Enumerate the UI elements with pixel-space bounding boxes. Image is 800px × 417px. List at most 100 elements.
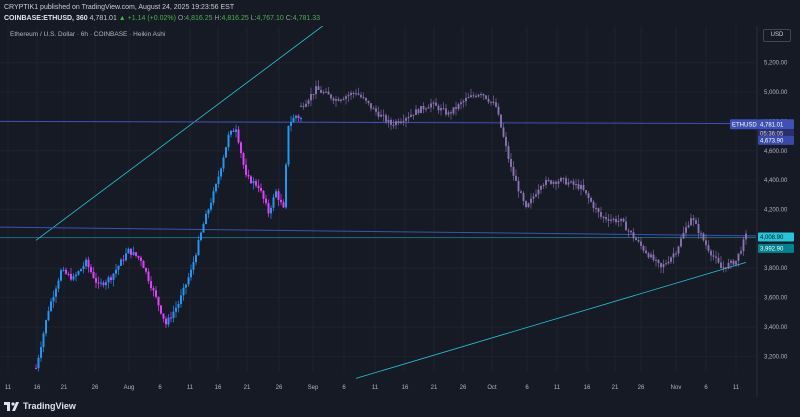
candle-body <box>85 259 87 267</box>
projection-candle <box>637 240 640 242</box>
time-tick-label: 6 <box>158 385 162 391</box>
time-axis[interactable]: 11 16 21 26 Aug 6 11 16 21 26 Sep 6 11 16 21 26 Oct 6 11 16… <box>5 385 740 391</box>
projection-candle <box>697 223 700 234</box>
projection-candle <box>422 106 425 110</box>
candle-body <box>257 185 260 189</box>
projection-candle <box>600 212 602 217</box>
projection-candle <box>580 184 582 189</box>
last-price: 4,781.01 <box>89 15 117 22</box>
projection-candle <box>585 190 587 194</box>
projection-candle <box>465 97 467 102</box>
projection-candle <box>322 92 325 94</box>
projection-candle <box>375 108 377 112</box>
projection-candle <box>692 218 695 221</box>
low-label: L: <box>250 15 257 22</box>
candle-body <box>42 333 45 348</box>
projection-candle <box>652 254 655 261</box>
candle-body <box>285 164 287 208</box>
projection-candle <box>470 95 472 98</box>
candle-body <box>87 259 90 268</box>
ethusd-lower-tag-bg <box>758 135 794 145</box>
candle-body <box>52 296 55 302</box>
candle-body <box>145 268 147 272</box>
trendlines[interactable] <box>35 26 747 379</box>
projection-candle <box>347 95 350 97</box>
projection-candle <box>480 94 482 96</box>
time-tick-label: 21 <box>431 385 438 391</box>
candle-body <box>300 118 302 120</box>
projection-candle <box>340 99 342 101</box>
candle-body <box>207 209 210 214</box>
candle-body <box>150 281 152 289</box>
cyan-lower-tag-bg <box>758 243 794 253</box>
projection-candle <box>625 221 627 231</box>
time-tick-label: 11 <box>372 385 379 391</box>
projection-candle <box>665 263 667 265</box>
currency-button[interactable]: USD <box>763 29 791 42</box>
projection-candle <box>315 86 317 95</box>
projection-candle <box>707 245 710 251</box>
ethusd-symbol-tag-bg <box>730 119 758 130</box>
publish-info: CRYPTIK1 published on TradingView.com, A… <box>4 4 235 11</box>
candle-body <box>75 274 77 277</box>
projection-candle <box>627 230 630 232</box>
horizontal-levels[interactable] <box>0 120 757 238</box>
projection-candle <box>730 260 732 263</box>
projection-candle <box>620 218 622 221</box>
chart-area[interactable]: 3,200.003,400.003,600.003,800.004,000.00… <box>0 26 800 397</box>
candle-body <box>47 310 50 321</box>
projection-candle <box>527 203 530 208</box>
price-chart[interactable]: 3,200.003,400.003,600.003,800.004,000.00… <box>0 26 800 397</box>
projection-candle <box>615 218 617 223</box>
candle-body <box>175 307 177 312</box>
time-tick-label: 11 <box>5 385 12 391</box>
projection-candle <box>445 108 447 115</box>
candle-body <box>215 184 217 192</box>
projection-candle <box>455 107 457 109</box>
candle-body <box>125 253 127 261</box>
projection-candle <box>370 103 372 109</box>
projection-candle <box>695 220 697 224</box>
candle-body <box>127 248 130 254</box>
candle-body <box>167 317 170 325</box>
projection-candle <box>312 93 315 95</box>
trendline-lower-channel <box>355 261 747 379</box>
projection-candle <box>742 239 745 252</box>
projection-candle <box>717 257 720 263</box>
time-tick-label: 26 <box>460 385 467 391</box>
time-tick-label: 16 <box>402 385 409 391</box>
projection-candle <box>515 175 517 181</box>
candle-body <box>100 282 102 284</box>
projection-candle <box>337 99 340 101</box>
price-axis[interactable]: 3,200.003,400.003,600.003,800.004,000.00… <box>764 61 788 361</box>
projection-candle <box>482 94 485 96</box>
candle-body <box>82 266 85 270</box>
projection-candle <box>610 219 612 221</box>
price-tick-label: 3,600.00 <box>764 296 788 302</box>
projection-candle <box>597 208 600 213</box>
projection-candle <box>360 94 362 98</box>
projection-candle <box>555 181 557 184</box>
candle-body <box>180 295 182 304</box>
candle-body <box>132 252 135 255</box>
footer: TradingView <box>0 397 800 417</box>
projection-candle <box>407 116 410 119</box>
time-tick-label: 6 <box>342 385 346 391</box>
projection-candle <box>450 112 452 114</box>
projection-candle <box>645 250 647 254</box>
time-tick-label: 11 <box>554 385 561 391</box>
projection-candle <box>377 111 380 117</box>
projection-candle <box>690 218 692 226</box>
projection-candle <box>737 253 740 261</box>
tradingview-logo-icon <box>4 401 19 411</box>
candle-body <box>240 142 242 154</box>
candle-body <box>185 284 187 288</box>
projection-candle <box>355 93 357 95</box>
projection-candle <box>457 104 460 109</box>
tradingview-brand: TradingView <box>4 401 76 412</box>
candle-body <box>70 273 72 280</box>
support-level-line <box>0 226 757 237</box>
projection-candle <box>452 107 455 114</box>
projection-candle <box>382 114 385 116</box>
projection-candle <box>660 263 662 268</box>
